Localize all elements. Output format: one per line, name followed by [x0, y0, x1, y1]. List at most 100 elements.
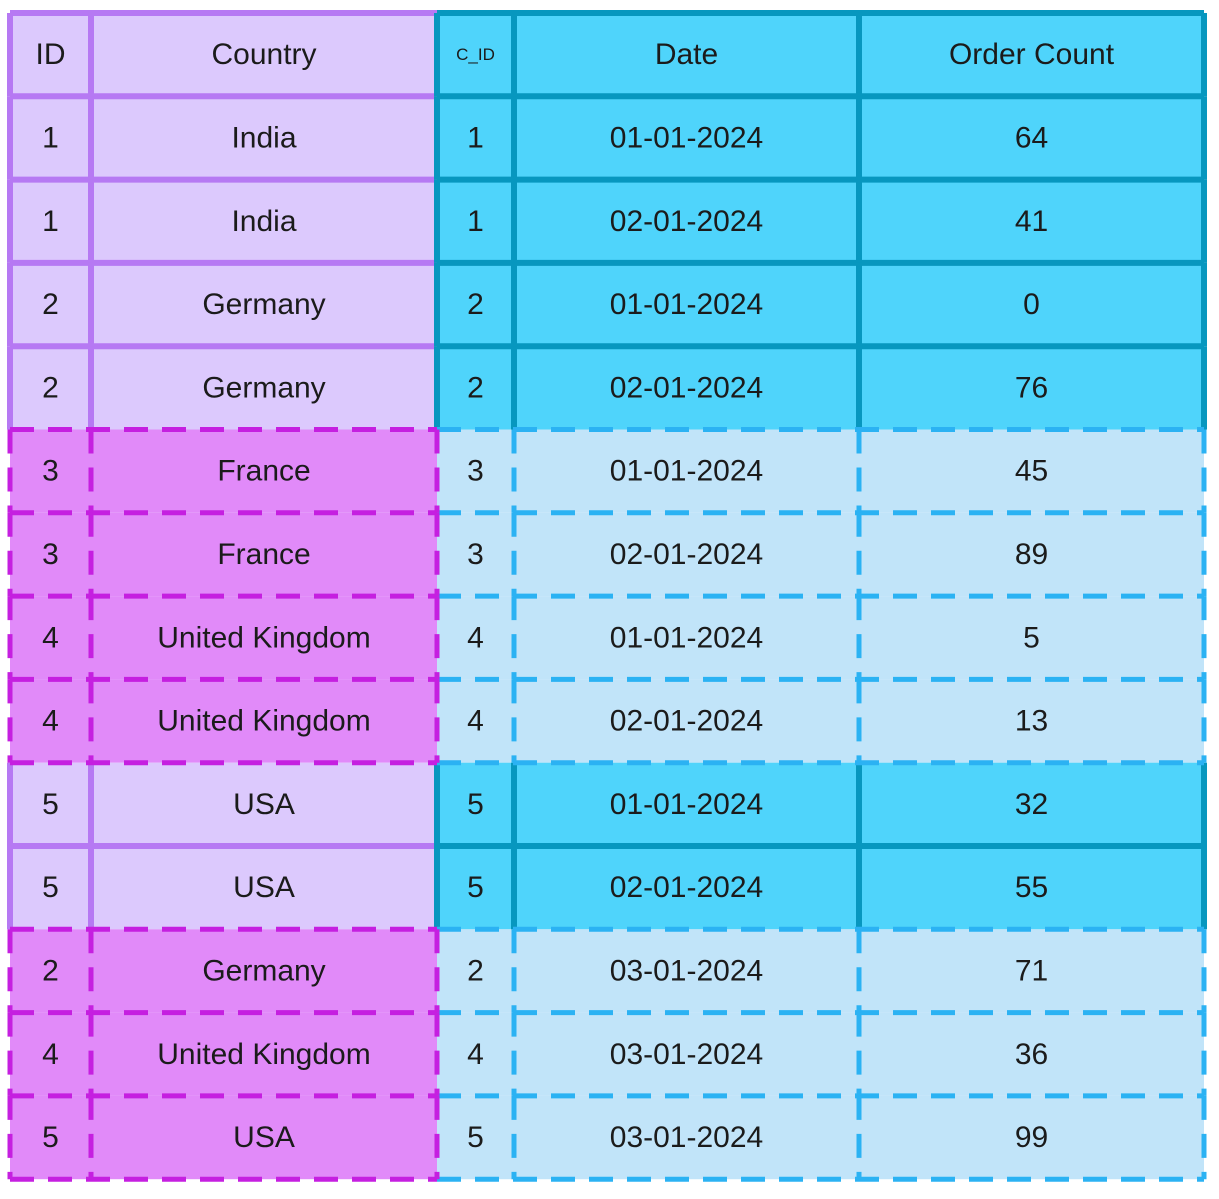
cell-bg: [10, 429, 91, 513]
cell-bg: [514, 596, 859, 680]
cell-bg: [437, 346, 514, 430]
cell-bg: [91, 679, 437, 763]
cell-bg: [10, 679, 91, 763]
cell-bg: [514, 929, 859, 1013]
cell-fills: [10, 13, 1204, 1180]
cell-bg: [514, 846, 859, 930]
order-count-cell: 0: [1023, 288, 1040, 321]
cell-bg: [514, 429, 859, 513]
cell-bg: [10, 13, 91, 97]
id-cell: 5: [42, 788, 59, 821]
cell-bg: [859, 679, 1204, 763]
country-cell: United Kingdom: [157, 621, 370, 654]
cell-bg: [10, 262, 91, 347]
order-count-cell: 32: [1015, 788, 1048, 821]
date-cell: 01-01-2024: [610, 788, 763, 821]
country-cell: USA: [233, 871, 295, 904]
cell-bg: [437, 429, 514, 513]
cell-bg: [437, 596, 514, 680]
id-cell: 1: [42, 205, 59, 238]
c-id-cell: 2: [467, 954, 484, 987]
cell-bg: [859, 1012, 1204, 1096]
id-cell: 4: [42, 621, 59, 654]
cell-bg: [514, 512, 859, 597]
date-cell: 02-01-2024: [610, 371, 763, 404]
cell-bg: [91, 1095, 437, 1180]
country-cell: France: [217, 538, 310, 571]
header-id: ID: [36, 38, 66, 71]
id-cell: 4: [42, 705, 59, 738]
cell-bg: [91, 262, 437, 347]
country-cell: India: [231, 205, 296, 238]
order-count-cell: 76: [1015, 371, 1048, 404]
cell-bg: [514, 179, 859, 263]
c-id-cell: 4: [467, 621, 484, 654]
cell-bg: [437, 762, 514, 846]
id-cell: 5: [42, 871, 59, 904]
cell-bg: [859, 179, 1204, 263]
cell-bg: [859, 262, 1204, 347]
id-cell: 5: [42, 1121, 59, 1154]
cell-bg: [10, 596, 91, 680]
cell-bg: [859, 346, 1204, 430]
cell-bg: [10, 1095, 91, 1180]
cell-bg: [859, 596, 1204, 680]
cell-bg: [10, 1012, 91, 1096]
header-date: Date: [655, 38, 718, 71]
country-cell: USA: [233, 788, 295, 821]
id-cell: 1: [42, 121, 59, 154]
id-cell: 2: [42, 371, 59, 404]
country-cell: USA: [233, 1121, 295, 1154]
header-country: Country: [211, 38, 316, 71]
c-id-cell: 5: [467, 788, 484, 821]
date-cell: 02-01-2024: [610, 538, 763, 571]
c-id-cell: 3: [467, 455, 484, 488]
cell-bg: [437, 13, 514, 97]
order-count-cell: 55: [1015, 871, 1048, 904]
cell-bg: [91, 929, 437, 1013]
date-cell: 02-01-2024: [610, 871, 763, 904]
cell-bg: [437, 1012, 514, 1096]
order-count-cell: 5: [1023, 621, 1040, 654]
cell-bg: [10, 179, 91, 263]
cell-bg: [859, 846, 1204, 930]
c-id-cell: 1: [467, 121, 484, 154]
c-id-cell: 4: [467, 1038, 484, 1071]
c-id-cell: 4: [467, 705, 484, 738]
country-cell: India: [231, 121, 296, 154]
id-cell: 2: [42, 954, 59, 987]
cell-bg: [91, 1012, 437, 1096]
order-count-cell: 99: [1015, 1121, 1048, 1154]
c-id-cell: 2: [467, 371, 484, 404]
date-cell: 01-01-2024: [610, 121, 763, 154]
cell-bg: [859, 429, 1204, 513]
cell-bg: [859, 512, 1204, 597]
cell-bg: [514, 13, 859, 97]
cell-bg: [91, 179, 437, 263]
cell-bg: [437, 262, 514, 347]
date-cell: 01-01-2024: [610, 288, 763, 321]
country-cell: Germany: [202, 288, 325, 321]
cell-bg: [437, 929, 514, 1013]
cell-bg: [437, 846, 514, 930]
order-count-cell: 64: [1015, 121, 1048, 154]
cell-bg: [10, 96, 91, 180]
order-count-cell: 36: [1015, 1038, 1048, 1071]
date-cell: 03-01-2024: [610, 954, 763, 987]
c-id-cell: 3: [467, 538, 484, 571]
cell-bg: [514, 1012, 859, 1096]
cell-bg: [91, 429, 437, 513]
date-cell: 02-01-2024: [610, 205, 763, 238]
date-cell: 03-01-2024: [610, 1121, 763, 1154]
date-cell: 01-01-2024: [610, 621, 763, 654]
cell-bg: [10, 512, 91, 597]
country-cell: United Kingdom: [157, 1038, 370, 1071]
cell-bg: [91, 346, 437, 430]
order-count-cell: 45: [1015, 455, 1048, 488]
cell-bg: [437, 679, 514, 763]
header-order-count: Order Count: [949, 38, 1115, 71]
cell-bg: [10, 929, 91, 1013]
id-cell: 3: [42, 538, 59, 571]
cell-bg: [859, 96, 1204, 180]
